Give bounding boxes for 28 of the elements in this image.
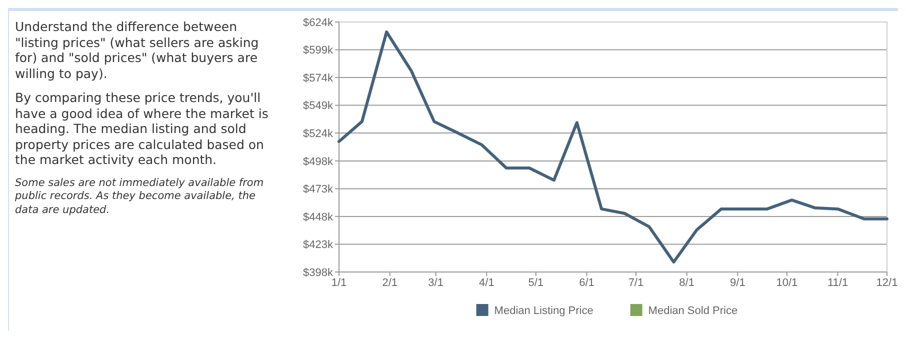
text: Some sales are not immediately available from public records. As they become available, the data are updated. [15, 176, 265, 217]
x-tick-label: 10/1 [776, 277, 798, 289]
y-tick-label: $448k [303, 211, 334, 224]
y-tick-label: $473k [303, 184, 334, 196]
x-tick-label: 11/1 [827, 277, 848, 289]
x-tick-label: 2/1 [382, 277, 398, 289]
x-tick-label: 12/1 [876, 277, 898, 289]
y-tick-label: $398k [303, 266, 334, 279]
y-tick-label: $599k [303, 44, 334, 57]
x-tick-label: 8/1 [679, 277, 694, 289]
x-tick-label: 4/1 [479, 277, 494, 289]
y-tick-label: $624k [303, 16, 334, 29]
x-tick-label: 7/1 [628, 277, 644, 289]
legend-label: Median Listing Price [494, 305, 594, 317]
text: Understand the difference between "listing prices" (what sellers are asking for) and "sold prices" (what buyers are willing to pay). [15, 19, 260, 81]
y-tick-label: $423k [303, 239, 334, 252]
y-tick-label: $574k [303, 72, 334, 84]
x-tick-label: 1/1 [331, 277, 347, 289]
y-tick-label: $549k [303, 100, 334, 112]
text: By comparing these price trends, you'll have a good idea of where the market is heading. The median listing and sold property prices are calculated based on the market activity each month. [15, 90, 270, 168]
y-tick-label: $498k [303, 156, 334, 168]
legend-label: Median Sold Price [648, 305, 738, 317]
x-tick-label: 6/1 [579, 277, 594, 289]
x-tick-label: 3/1 [428, 277, 444, 289]
line-series [338, 30, 888, 264]
x-tick-label: 5/1 [528, 277, 544, 289]
y-tick-label: $524k [303, 128, 334, 140]
x-tick-label: 9/1 [730, 277, 746, 289]
